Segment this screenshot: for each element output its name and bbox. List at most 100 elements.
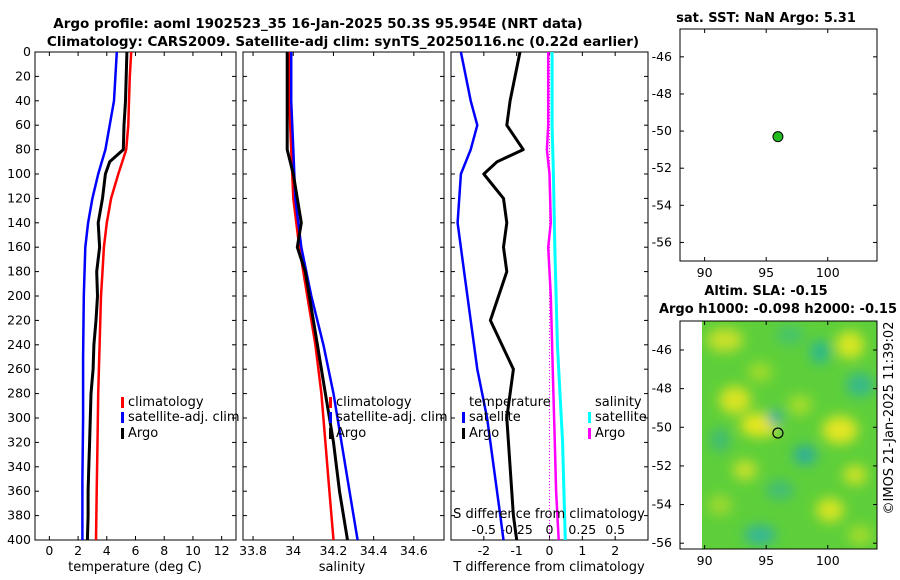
y-tick-label: 160 (7, 239, 31, 254)
y-tick-label: 200 (7, 288, 31, 303)
sla-anomaly (766, 480, 794, 500)
difference-legend-temperature: temperature satellite Argo (462, 395, 551, 441)
series-line-argo (85, 51, 129, 541)
y-tick-label: -56 (652, 535, 672, 550)
sla-anomaly (822, 416, 858, 444)
s-tick-label: 0.25 (568, 522, 596, 537)
difference-y-ticks (451, 51, 648, 541)
difference-legend-salinity: salinity satellite Argo (588, 395, 647, 441)
legend-swatch-t-satellite (462, 412, 465, 423)
x-tick-label: 6 (132, 543, 140, 558)
temperature-lines (81, 51, 133, 541)
sla-heatmap-field (702, 321, 877, 549)
sla-anomaly (843, 465, 867, 485)
legend-swatch-t-argo (462, 428, 465, 439)
x-tick-label: 1 (578, 543, 586, 558)
sla-anomaly (748, 362, 772, 382)
y-tick-label: -56 (652, 234, 672, 249)
series-line-t-argo (482, 51, 525, 541)
x-tick-label: 90 (697, 265, 713, 280)
x-tick-label: 33.8 (239, 543, 267, 558)
x-tick-label: 2 (74, 543, 82, 558)
legend-swatch-s-argo (588, 428, 591, 439)
series-line-t-satellite (456, 51, 505, 541)
y-tick-label: -50 (652, 419, 672, 434)
legend-label-satellite: satellite-adj. clim (128, 410, 240, 425)
sla-anomaly (733, 460, 757, 480)
legend-swatch-s-satellite (588, 412, 591, 423)
x-tick-label: 8 (160, 543, 168, 558)
x-tick-label: 100 (816, 265, 840, 280)
temperature-y-ticks: 0 20 40 60 80 100 120 140 160 180 200 220 240 260 280 3… (7, 44, 236, 547)
figure-title-line2: Climatology: CARS2009. Satellite-adj cli… (47, 34, 639, 50)
y-tick-label: 240 (7, 337, 31, 352)
sla-anomaly (836, 331, 864, 359)
imos-credit: ©IMOS 21-Jan-2025 11:39:02 (882, 322, 897, 515)
y-tick-label: -54 (652, 497, 672, 512)
legend-label-satellite: satellite-adj. clim (336, 410, 448, 425)
legend-swatch-climatology (121, 397, 124, 408)
sst-map-ticks: 90 95 100 -46 -48 -50 -52 -54 -56 (652, 29, 877, 280)
legend-label-t-argo: Argo (469, 426, 499, 441)
x-tick-label: 0 (45, 543, 53, 558)
sla-anomaly (708, 495, 732, 515)
difference-xlabel-top: S difference from climatology (453, 507, 645, 522)
y-tick-label: 180 (7, 264, 31, 279)
legend-label-argo: Argo (336, 426, 366, 441)
figure-title-line1: Argo profile: aoml 1902523_35 16-Jan-202… (53, 16, 582, 32)
series-line-climatology (287, 52, 335, 541)
temperature-x-ticks: 0 2 4 6 8 10 12 (45, 52, 230, 558)
x-tick-label: 2 (611, 543, 619, 558)
x-tick-label: 34 (285, 543, 301, 558)
series-line-s-satellite (550, 52, 567, 541)
temperature-panel: 0204060801001201401601802002202402602803… (7, 44, 239, 575)
x-tick-label: 34.4 (360, 543, 388, 558)
sla-anomaly (710, 428, 730, 452)
sst-map-frame (679, 28, 878, 262)
y-tick-label: 340 (7, 459, 31, 474)
y-tick-label: -46 (652, 49, 672, 64)
y-tick-label: 280 (7, 386, 31, 401)
x-tick-label: 4 (103, 543, 111, 558)
legend-swatch-climatology (329, 397, 332, 408)
sla-anomaly (848, 525, 872, 545)
y-tick-label: -48 (652, 86, 672, 101)
x-tick-label: 0 (546, 543, 554, 558)
y-tick-label: 140 (7, 215, 31, 230)
sla-anomaly (810, 340, 830, 364)
legend-label-argo: Argo (128, 426, 158, 441)
series-line-satellite-adj-clim (81, 51, 119, 540)
y-tick-label: -52 (652, 160, 672, 175)
y-tick-label: 20 (15, 68, 31, 83)
y-tick-label: 60 (15, 117, 31, 132)
x-tick-label: 34.6 (400, 543, 428, 558)
sla-anomaly (768, 410, 782, 426)
series-line-climatology (94, 51, 133, 541)
y-tick-label: 320 (7, 434, 31, 449)
salinity-panel: 33.8 34 34.2 34.4 34.6 salinity climatology … (239, 51, 448, 575)
temperature-axes-frame (34, 51, 237, 541)
y-tick-label: 80 (15, 142, 31, 157)
x-tick-label: 95 (758, 265, 774, 280)
legend-label-s-argo: Argo (595, 426, 625, 441)
sla-anomaly (776, 325, 804, 345)
y-tick-label: -46 (652, 342, 672, 357)
sla-anomaly (744, 525, 776, 545)
legend-swatch-satellite (329, 412, 332, 423)
sla-anomaly (788, 395, 812, 415)
s-tick-label: -0.5 (472, 522, 496, 537)
legend-title-salinity: salinity (595, 395, 642, 410)
y-tick-label: 220 (7, 312, 31, 327)
sst-map-panel: sat. SST: NaN Argo: 5.31 90 95 100 -46 -48 -5… (652, 11, 878, 280)
x-tick-label: 10 (185, 543, 201, 558)
salinity-legend: climatology satellite-adj. clim Argo (329, 395, 448, 441)
s-tick-label: 0.5 (605, 522, 625, 537)
sla-map-ticks: 90 95 100 -46 -48 -50 -52 -54 -56 (652, 321, 877, 568)
salinity-x-ticks: 33.8 34 34.2 34.4 34.6 (239, 52, 428, 558)
salinity-y-ticks (243, 51, 444, 541)
temperature-legend: climatology satellite-adj. clim Argo (121, 395, 240, 441)
y-tick-label: -52 (652, 458, 672, 473)
series-line-satellite-adj-clim (289, 52, 359, 541)
